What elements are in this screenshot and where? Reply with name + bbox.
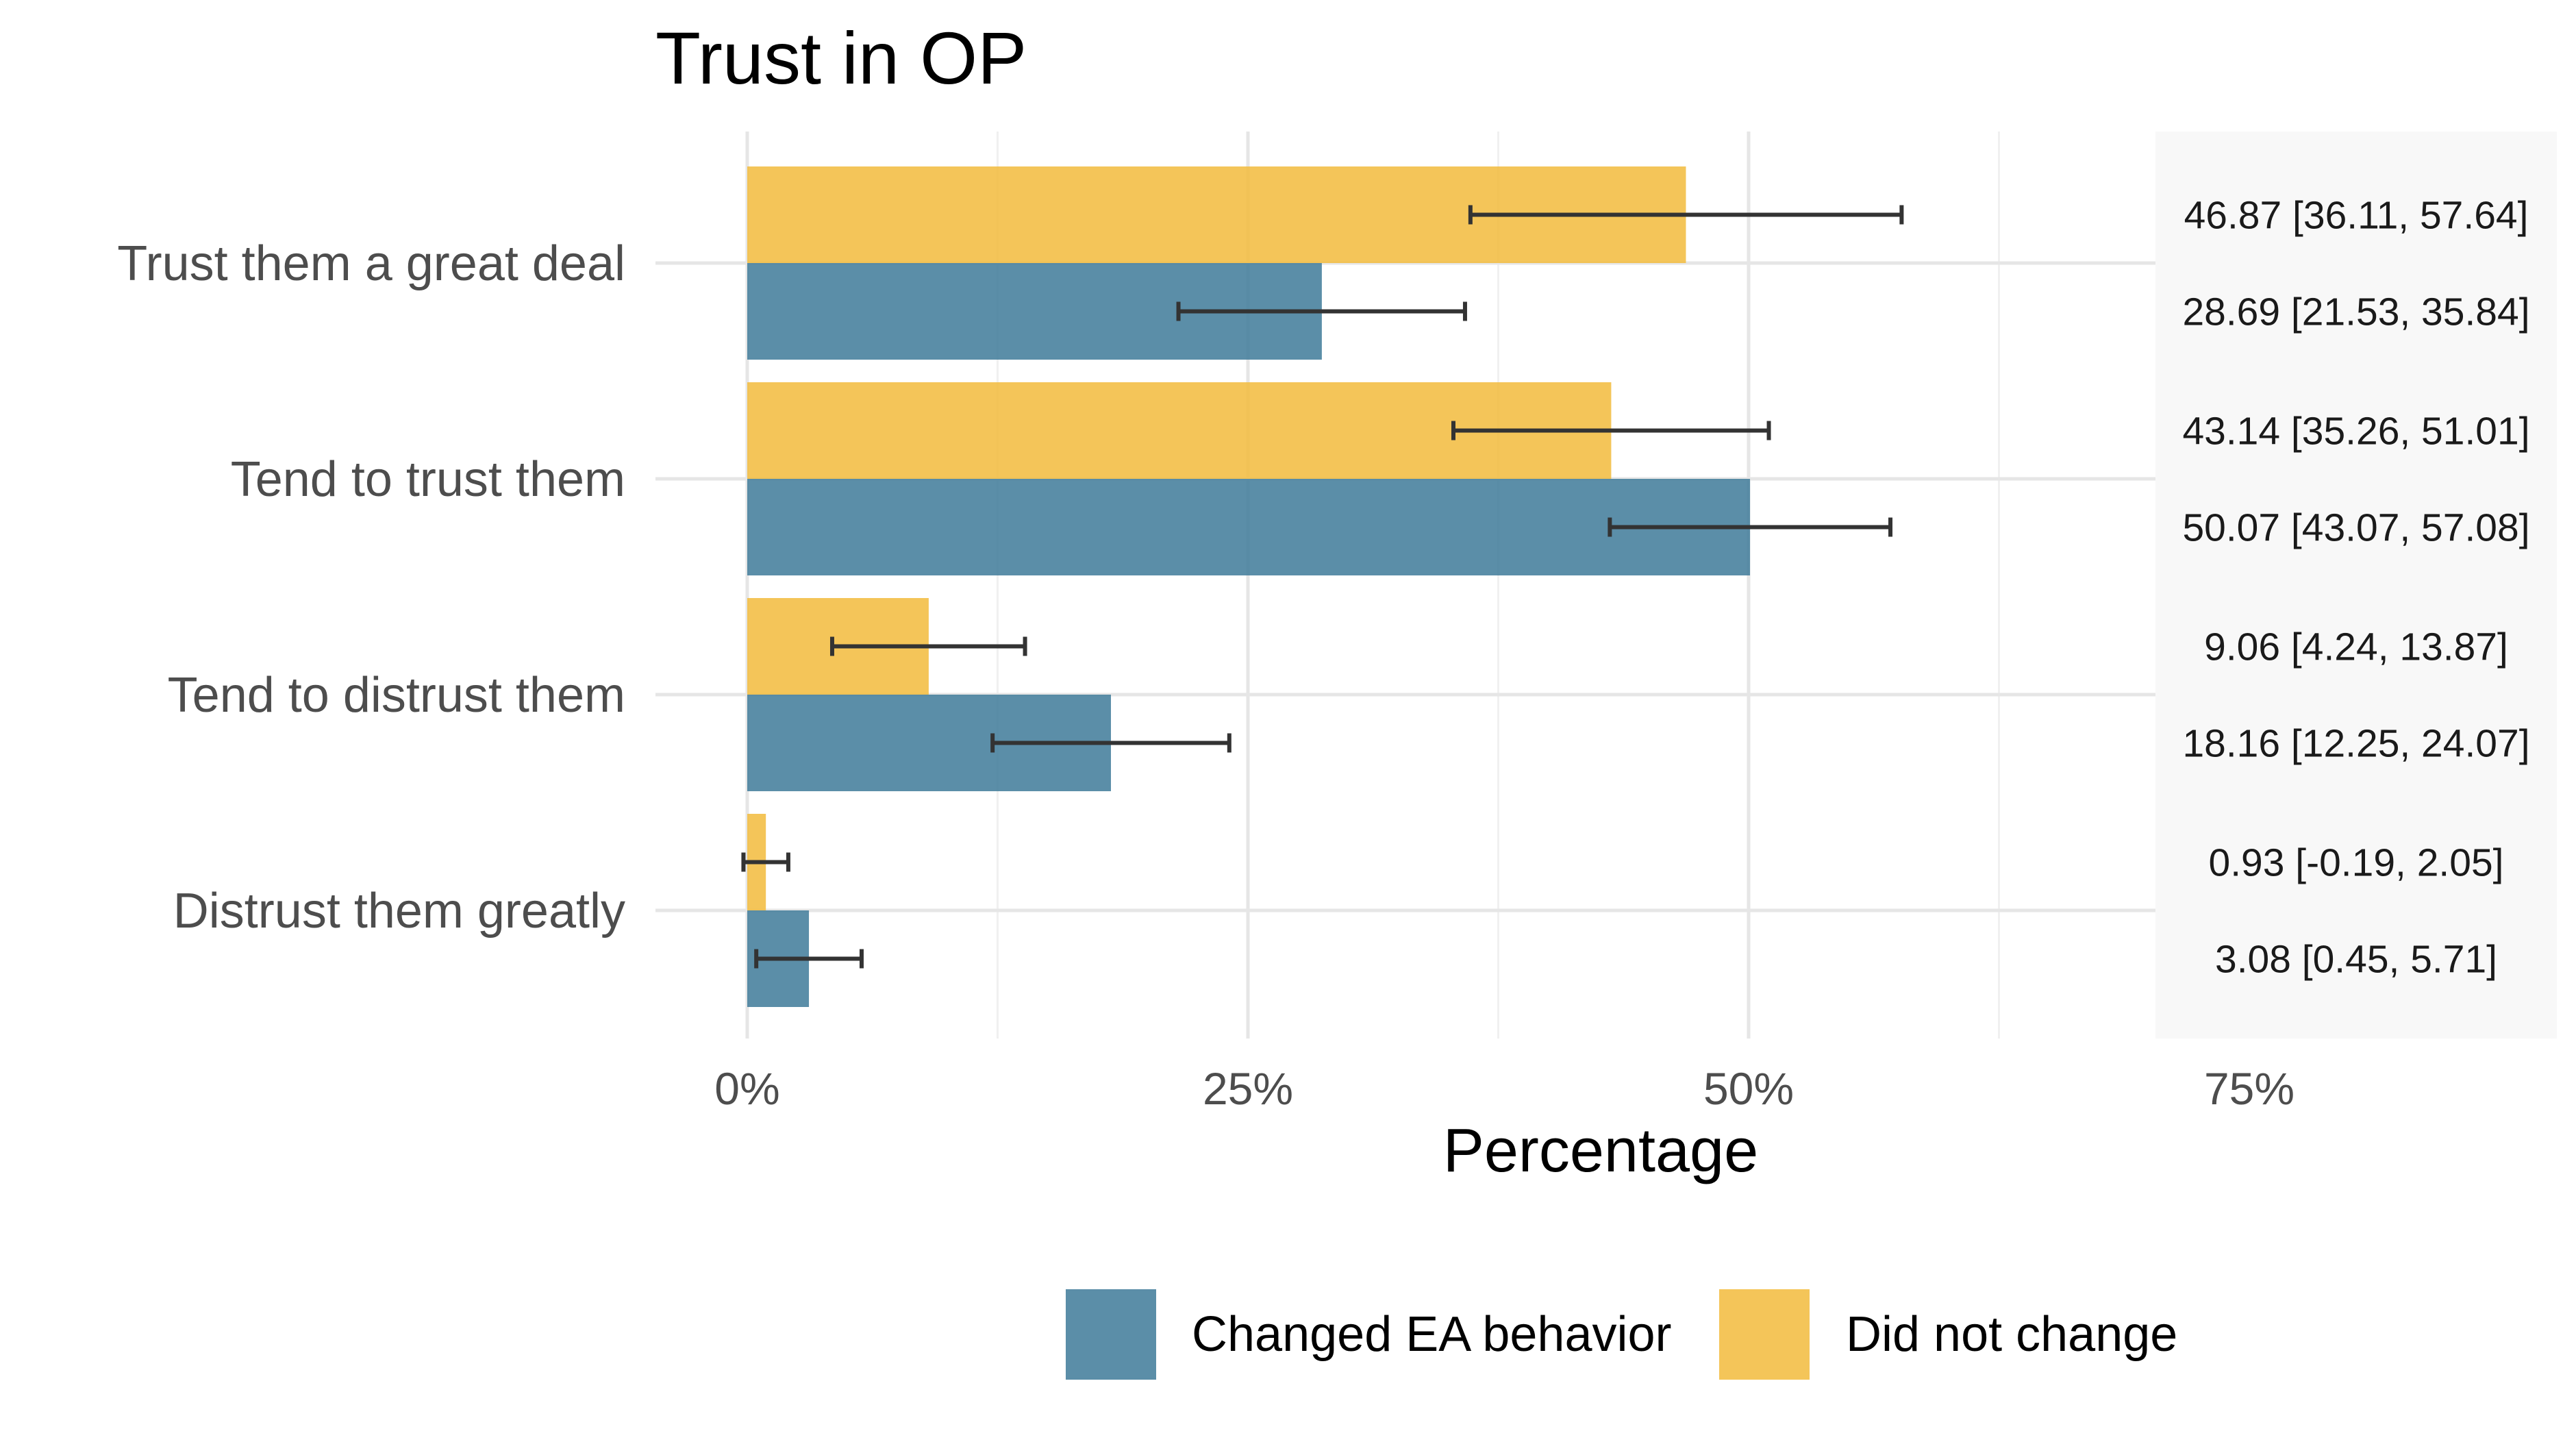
errorbar-layer	[741, 205, 1904, 969]
value-annotation: 18.16 [12.25, 24.07]	[2182, 722, 2529, 766]
category-label-distrust-them-greatly: Distrust them greatly	[173, 884, 625, 938]
value-annotation: 0.93 [-0.19, 2.05]	[2209, 841, 2504, 885]
error-bar-changed-ea-behavior-trust-them-a-great-deal	[1176, 301, 1467, 321]
x-tick-label: 75%	[2204, 1063, 2294, 1114]
value-annotation: 50.07 [43.07, 57.08]	[2182, 506, 2529, 550]
category-label-trust-them-a-great-deal: Trust them a great deal	[117, 236, 625, 291]
chart-title: Trust in OP	[655, 16, 1027, 99]
x-tick-label: 25%	[1203, 1063, 1293, 1114]
error-bar-did-not-change-distrust-them-greatly	[741, 852, 790, 872]
x-axis-title: Percentage	[1443, 1117, 1758, 1185]
x-tick-label: 0%	[714, 1063, 779, 1114]
value-annotation: 28.69 [21.53, 35.84]	[2182, 290, 2529, 334]
legend-key-changed-ea-behavior	[1066, 1289, 1156, 1380]
x-tick-labels: 0% 25% 50% 75%	[714, 1063, 2294, 1114]
error-bar-did-not-change-tend-to-distrust-them	[829, 636, 1027, 656]
legend: Changed EA behavior Did not change	[1066, 1289, 2177, 1380]
legend-label-did-not-change: Did not change	[1846, 1307, 2177, 1362]
annotation-panel	[2155, 132, 2557, 1039]
error-bar-changed-ea-behavior-tend-to-trust-them	[1608, 517, 1893, 537]
error-bar-changed-ea-behavior-distrust-them-greatly	[754, 949, 864, 969]
category-label-tend-to-trust-them: Tend to trust them	[231, 452, 625, 507]
error-bar-changed-ea-behavior-tend-to-distrust-them	[990, 733, 1231, 753]
legend-label-changed-ea-behavior: Changed EA behavior	[1192, 1307, 1672, 1362]
value-annotations: 46.87 [36.11, 57.64] 43.14 [35.26, 51.01]…	[2182, 194, 2529, 982]
value-annotation: 9.06 [4.24, 13.87]	[2204, 625, 2508, 669]
annotation-panel-bg	[2155, 132, 2557, 1039]
error-bar-did-not-change-trust-them-a-great-deal	[1468, 205, 1904, 225]
value-annotation: 46.87 [36.11, 57.64]	[2184, 194, 2529, 238]
x-tick-label: 50%	[1703, 1063, 1794, 1114]
category-labels: Trust them a great deal Tend to trust the…	[117, 236, 625, 938]
error-bar-did-not-change-tend-to-trust-them	[1451, 421, 1771, 440]
legend-key-did-not-change	[1719, 1289, 1810, 1380]
value-annotation: 3.08 [0.45, 5.71]	[2215, 938, 2497, 982]
value-annotation: 43.14 [35.26, 51.01]	[2182, 410, 2529, 453]
category-label-tend-to-distrust-them: Tend to distrust them	[168, 668, 625, 723]
bar-changed-ea-behavior-tend-to-trust-them	[747, 479, 1751, 575]
